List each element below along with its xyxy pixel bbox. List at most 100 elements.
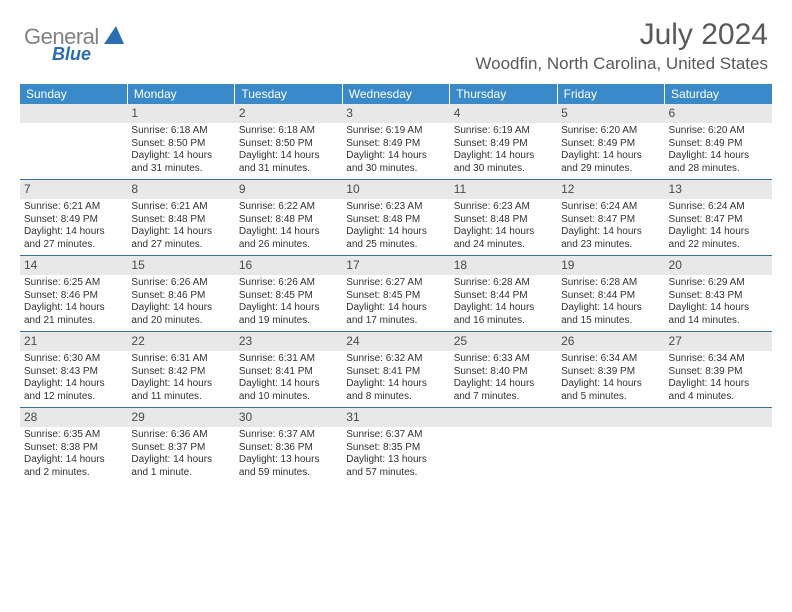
daylight-line: Daylight: 14 hours and 31 minutes. [239, 150, 338, 175]
daylight-line: Daylight: 13 hours and 57 minutes. [346, 454, 445, 479]
weekday-header: Monday [127, 84, 234, 104]
sunrise-line: Sunrise: 6:22 AM [239, 201, 338, 214]
sunset-line: Sunset: 8:44 PM [454, 290, 553, 303]
sunset-line: Sunset: 8:47 PM [669, 214, 768, 227]
daylight-line: Daylight: 14 hours and 31 minutes. [131, 150, 230, 175]
sunrise-line: Sunrise: 6:23 AM [454, 201, 553, 214]
calendar-day-cell: 26Sunrise: 6:34 AMSunset: 8:39 PMDayligh… [557, 332, 664, 408]
day-number: 17 [342, 256, 449, 275]
day-number: 13 [665, 180, 772, 199]
daylight-line: Daylight: 14 hours and 7 minutes. [454, 378, 553, 403]
daylight-line: Daylight: 14 hours and 26 minutes. [239, 226, 338, 251]
sunrise-line: Sunrise: 6:24 AM [669, 201, 768, 214]
sunset-line: Sunset: 8:35 PM [346, 442, 445, 455]
sunset-line: Sunset: 8:50 PM [131, 138, 230, 151]
calendar-day-cell [557, 408, 664, 483]
sunset-line: Sunset: 8:49 PM [24, 214, 123, 227]
sunset-line: Sunset: 8:39 PM [669, 366, 768, 379]
calendar-day-cell: 14Sunrise: 6:25 AMSunset: 8:46 PMDayligh… [20, 256, 127, 332]
sunrise-line: Sunrise: 6:20 AM [669, 125, 768, 138]
day-number: 8 [127, 180, 234, 199]
calendar-day-cell: 19 Sunrise: 6:28 AMSunset: 8:44 PMDayligh… [557, 256, 664, 332]
daylight-line: Daylight: 14 hours and 11 minutes. [131, 378, 230, 403]
calendar-day-cell: 12Sunrise: 6:24 AMSunset: 8:47 PMDayligh… [557, 180, 664, 256]
daylight-line: Daylight: 14 hours and 22 minutes. [669, 226, 768, 251]
daylight-line: Daylight: 14 hours and 8 minutes. [346, 378, 445, 403]
calendar-week-row: 28Sunrise: 6:35 AMSunset: 8:38 PMDayligh… [20, 408, 772, 483]
sunrise-line: Sunrise: 6:20 AM [561, 125, 660, 138]
daylight-line: Daylight: 14 hours and 12 minutes. [24, 378, 123, 403]
sunrise-line: Sunrise: 6:26 AM [131, 277, 230, 290]
calendar-week-row: 14Sunrise: 6:25 AMSunset: 8:46 PMDayligh… [20, 256, 772, 332]
logo: General Blue [24, 24, 124, 69]
day-number-empty [557, 408, 664, 427]
sunrise-line: Sunrise: 6:34 AM [561, 353, 660, 366]
day-number: 21 [20, 332, 127, 351]
sunset-line: Sunset: 8:49 PM [454, 138, 553, 151]
day-number: 4 [450, 104, 557, 123]
sunset-line: Sunset: 8:49 PM [346, 138, 445, 151]
calendar-day-cell [20, 104, 127, 180]
sunset-line: Sunset: 8:50 PM [239, 138, 338, 151]
calendar-day-cell [665, 408, 772, 483]
calendar-day-cell: 2Sunrise: 6:18 AMSunset: 8:50 PMDaylight… [235, 104, 342, 180]
calendar-day-cell: 6Sunrise: 6:20 AMSunset: 8:49 PMDaylight… [665, 104, 772, 180]
calendar-day-cell: 7Sunrise: 6:21 AMSunset: 8:49 PMDaylight… [20, 180, 127, 256]
sunrise-line: Sunrise: 6:32 AM [346, 353, 445, 366]
daylight-line: Daylight: 14 hours and 25 minutes. [346, 226, 445, 251]
day-number: 3 [342, 104, 449, 123]
daylight-line: Daylight: 14 hours and 4 minutes. [669, 378, 768, 403]
calendar-table: SundayMondayTuesdayWednesdayThursdayFrid… [20, 84, 772, 483]
calendar-day-cell: 29Sunrise: 6:36 AMSunset: 8:37 PMDayligh… [127, 408, 234, 483]
day-number: 30 [235, 408, 342, 427]
calendar-weekday-header: SundayMondayTuesdayWednesdayThursdayFrid… [20, 84, 772, 104]
sunset-line: Sunset: 8:40 PM [454, 366, 553, 379]
daylight-line: Daylight: 14 hours and 15 minutes. [561, 302, 660, 327]
daylight-line: Daylight: 14 hours and 19 minutes. [239, 302, 338, 327]
sunrise-line: Sunrise: 6:31 AM [239, 353, 338, 366]
sunset-line: Sunset: 8:46 PM [24, 290, 123, 303]
day-number: 11 [450, 180, 557, 199]
daylight-line: Daylight: 14 hours and 30 minutes. [454, 150, 553, 175]
svg-text:Blue: Blue [52, 46, 91, 64]
daylight-line: Daylight: 14 hours and 27 minutes. [131, 226, 230, 251]
sunrise-line: Sunrise: 6:37 AM [346, 429, 445, 442]
day-number: 27 [665, 332, 772, 351]
sunset-line: Sunset: 8:43 PM [24, 366, 123, 379]
sunrise-line: Sunrise: 6:37 AM [239, 429, 338, 442]
sunrise-line: Sunrise: 6:28 AM [561, 277, 660, 290]
sunrise-line: Sunrise: 6:21 AM [24, 201, 123, 214]
day-number: 31 [342, 408, 449, 427]
daylight-line: Daylight: 14 hours and 24 minutes. [454, 226, 553, 251]
sunrise-line: Sunrise: 6:18 AM [131, 125, 230, 138]
calendar-day-cell: 15Sunrise: 6:26 AMSunset: 8:46 PMDayligh… [127, 256, 234, 332]
sunset-line: Sunset: 8:44 PM [561, 290, 660, 303]
day-number: 19 [557, 256, 664, 275]
sunrise-line: Sunrise: 6:21 AM [131, 201, 230, 214]
daylight-line: Daylight: 14 hours and 20 minutes. [131, 302, 230, 327]
calendar-day-cell: 17Sunrise: 6:27 AMSunset: 8:45 PMDayligh… [342, 256, 449, 332]
daylight-line: Daylight: 13 hours and 59 minutes. [239, 454, 338, 479]
calendar-day-cell: 9Sunrise: 6:22 AMSunset: 8:48 PMDaylight… [235, 180, 342, 256]
sunset-line: Sunset: 8:42 PM [131, 366, 230, 379]
sunset-line: Sunset: 8:39 PM [561, 366, 660, 379]
sunset-line: Sunset: 8:41 PM [346, 366, 445, 379]
sunrise-line: Sunrise: 6:26 AM [239, 277, 338, 290]
calendar-day-cell: 18Sunrise: 6:28 AMSunset: 8:44 PMDayligh… [450, 256, 557, 332]
day-number: 29 [127, 408, 234, 427]
calendar-day-cell: 23Sunrise: 6:31 AMSunset: 8:41 PMDayligh… [235, 332, 342, 408]
sunset-line: Sunset: 8:47 PM [561, 214, 660, 227]
day-number: 15 [127, 256, 234, 275]
calendar-day-cell: 20Sunrise: 6:29 AMSunset: 8:43 PMDayligh… [665, 256, 772, 332]
calendar-day-cell: 24Sunrise: 6:32 AMSunset: 8:41 PMDayligh… [342, 332, 449, 408]
sunrise-line: Sunrise: 6:27 AM [346, 277, 445, 290]
day-number: 6 [665, 104, 772, 123]
sunrise-line: Sunrise: 6:24 AM [561, 201, 660, 214]
daylight-line: Daylight: 14 hours and 5 minutes. [561, 378, 660, 403]
calendar-day-cell [450, 408, 557, 483]
day-number-empty [20, 104, 127, 123]
sunrise-line: Sunrise: 6:34 AM [669, 353, 768, 366]
daylight-line: Daylight: 14 hours and 16 minutes. [454, 302, 553, 327]
day-number: 25 [450, 332, 557, 351]
day-number: 1 [127, 104, 234, 123]
